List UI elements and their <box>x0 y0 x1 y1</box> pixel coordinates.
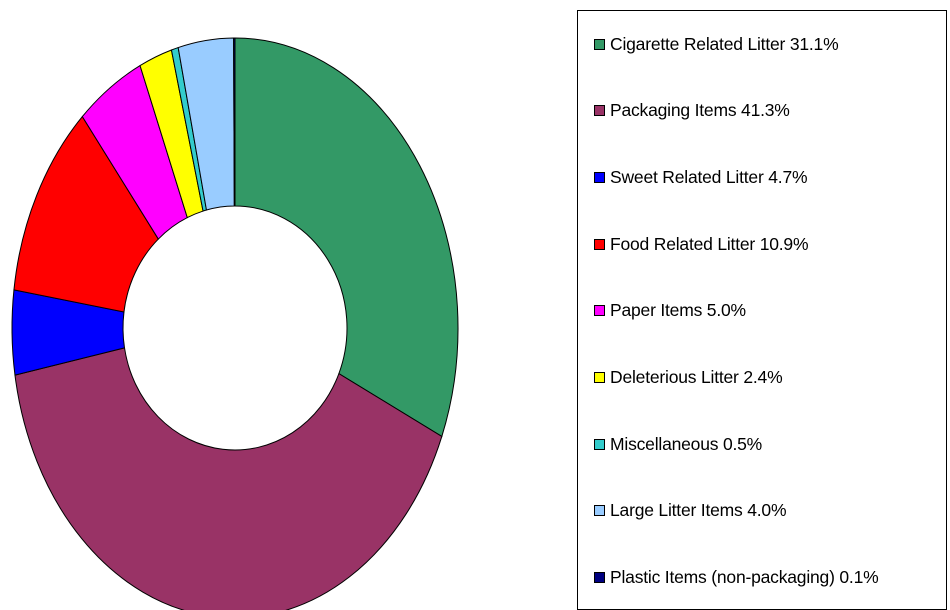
donut-slice-cigarette-related-litter <box>234 37 459 438</box>
legend-swatch <box>594 238 605 250</box>
donut-slice-packaging-items <box>14 347 443 610</box>
legend-item-paper-items: Paper Items 5.0% <box>594 298 746 322</box>
legend-item-deleterious-litter: Deleterious Litter 2.4% <box>594 365 783 389</box>
legend-label: Food Related Litter 10.9% <box>610 233 809 254</box>
legend-swatch <box>594 38 605 50</box>
legend-label: Miscellaneous 0.5% <box>610 433 763 454</box>
legend-swatch <box>594 104 605 116</box>
legend-swatch <box>594 171 605 183</box>
legend-item-packaging-items: Packaging Items 41.3% <box>594 98 790 122</box>
legend-item-plastic-items: Plastic Items (non-packaging) 0.1% <box>594 565 879 589</box>
legend-label: Sweet Related Litter 4.7% <box>610 166 808 187</box>
legend-label: Large Litter Items 4.0% <box>610 499 787 520</box>
legend-swatch <box>594 438 605 450</box>
donut-chart <box>11 37 459 610</box>
legend-swatch <box>594 571 605 583</box>
donut-slice-plastic-items-non-packaging <box>233 37 236 207</box>
legend-label: Packaging Items 41.3% <box>610 99 790 120</box>
legend-swatch <box>594 304 605 316</box>
legend-label: Cigarette Related Litter 31.1% <box>610 33 839 54</box>
legend-swatch <box>594 371 605 383</box>
chart-legend: Cigarette Related Litter 31.1% Packaging… <box>577 10 947 610</box>
legend-item-large-litter-items: Large Litter Items 4.0% <box>594 498 787 522</box>
legend-item-miscellaneous: Miscellaneous 0.5% <box>594 432 762 456</box>
legend-label: Plastic Items (non-packaging) 0.1% <box>610 566 879 587</box>
legend-label: Deleterious Litter 2.4% <box>610 366 783 387</box>
legend-item-food-related-litter: Food Related Litter 10.9% <box>594 232 809 256</box>
legend-swatch <box>594 504 605 516</box>
legend-item-cigarette-related-litter: Cigarette Related Litter 31.1% <box>594 32 839 56</box>
legend-item-sweet-related-litter: Sweet Related Litter 4.7% <box>594 165 808 189</box>
legend-label: Paper Items 5.0% <box>610 299 746 320</box>
